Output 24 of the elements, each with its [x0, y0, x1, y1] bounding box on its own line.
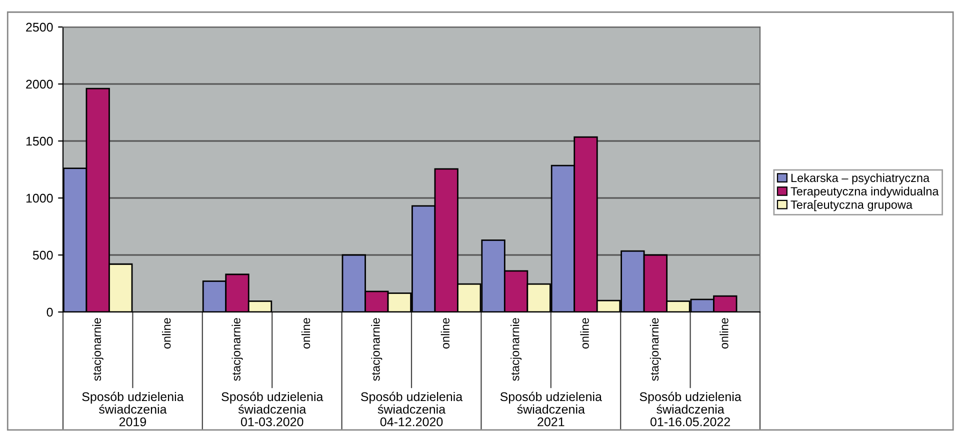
text: Sposób udzielenia świadczenia 2019 — [82, 392, 184, 426]
x-tick-label: online — [301, 318, 310, 349]
y-tick-label: 1000 — [26, 194, 53, 203]
text: Sposób udzielenia świadczenia 01-03.2020 — [222, 392, 324, 426]
x-tick-label: stacjonarnie — [650, 318, 661, 381]
x-tick-label: online — [162, 318, 171, 349]
legend-label: Tera[eutyczna grupowa — [790, 200, 913, 212]
y-tick-label: 2500 — [26, 22, 53, 32]
y-tick-label: 0 — [46, 308, 53, 317]
x-tick-label: stacjonarnie — [92, 318, 104, 381]
text: Sposób udzielenia świadczenia 04-12.2020 — [360, 392, 463, 426]
x-tick-label: online — [720, 318, 728, 349]
x-tick-label: stacjonarnie — [371, 318, 382, 381]
y-tick-label: 1500 — [26, 136, 53, 146]
x-tick-label: online — [580, 318, 589, 349]
text: Sposób udzielenia świadczenia 2021 — [500, 392, 602, 426]
y-tick-label: 2000 — [26, 80, 53, 89]
text: Sposób udzielenia świadczenia 01-16.05.2022 — [640, 392, 742, 426]
x-tick-label: stacjonarnie — [510, 318, 522, 381]
legend-label: Lekarska – psychiatryczna — [791, 173, 930, 184]
x-tick-label: stacjonarnie — [232, 318, 243, 381]
y-tick-label: 500 — [32, 250, 53, 260]
x-tick-label: online — [440, 318, 450, 349]
legend-label: Terapeutyczna indywidualna — [790, 186, 939, 198]
